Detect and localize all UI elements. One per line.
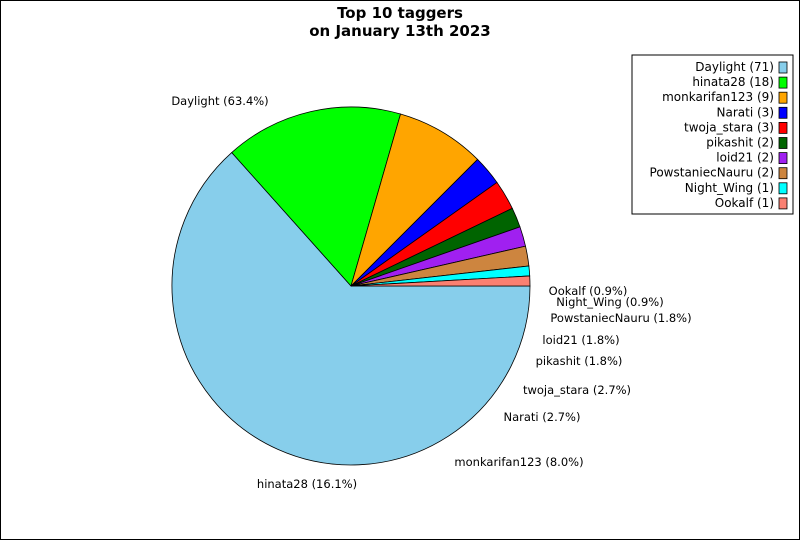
slice-label-monkarifan123: monkarifan123 (8.0%): [454, 455, 583, 469]
legend-label-ookalf: Ookalf (1): [715, 196, 774, 210]
chart-title-line-2: on January 13th 2023: [309, 22, 490, 40]
pie-slice-ookalf: [350, 275, 531, 287]
legend-swatch-pikashit: [778, 137, 788, 149]
slice-label-pikashit: pikashit (1.8%): [536, 354, 623, 368]
legend-label-pikashit: pikashit (2): [706, 136, 774, 150]
legend-swatch-powstaniecnauru: [778, 167, 788, 180]
legend-swatch-loid21: [778, 152, 788, 165]
slice-label-powstaniecnauru: PowstaniecNauru (1.8%): [550, 311, 691, 325]
legend-swatch-daylight: [778, 61, 788, 74]
slice-label-hinata28: hinata28 (16.1%): [257, 477, 357, 491]
legend-label-monkarifan123: monkarifan123 (9): [662, 90, 774, 104]
slice-labels: Daylight (63.4%) hinata28 (16.1%) monkarif…: [171, 94, 691, 491]
pie-slice-hinata28: [231, 106, 402, 287]
legend-swatch-hinata28: [778, 76, 788, 89]
chart-title: Top 10 taggers on January 13th 2023: [309, 4, 490, 40]
slice-label-narati: Narati (2.7%): [504, 410, 581, 424]
legend-label-hinata28: hinata28 (18): [692, 75, 774, 89]
legend-label-night-wing: Night_Wing (1): [685, 181, 774, 195]
legend-label-twoja-stara: twoja_stara (3): [684, 120, 774, 134]
pie-slice-daylight: [171, 151, 531, 466]
legend-swatch-ookalf: [778, 197, 788, 210]
slice-label-loid21: loid21 (1.8%): [542, 333, 619, 347]
pie-slices: [171, 106, 531, 466]
chart-title-line-1: Top 10 taggers: [337, 4, 463, 22]
legend-label-narati: Narati (3): [717, 105, 774, 119]
slice-label-twoja-stara: twoja_stara (2.7%): [523, 383, 631, 397]
pie-slice-monkarifan123: [350, 113, 479, 287]
legend-swatch-night-wing: [778, 182, 788, 195]
legend: Daylight (71)hinata28 (18)monkarifan123 …: [631, 54, 794, 215]
legend-label-loid21: loid21 (2): [716, 151, 774, 165]
slice-label-daylight: Daylight (63.4%): [171, 94, 268, 108]
legend-swatch-narati: [778, 106, 788, 119]
slice-label-ookalf: Ookalf (0.9%): [549, 284, 628, 298]
legend-swatch-monkarifan123: [778, 91, 788, 104]
legend-label-powstaniecnauru: PowstaniecNauru (2): [650, 166, 774, 180]
legend-box: [631, 54, 794, 215]
legend-label-daylight: Daylight (71): [695, 60, 774, 74]
legend-swatch-twoja-stara: [778, 122, 788, 134]
slice-label-night-wing: Night_Wing (0.9%): [556, 295, 663, 309]
